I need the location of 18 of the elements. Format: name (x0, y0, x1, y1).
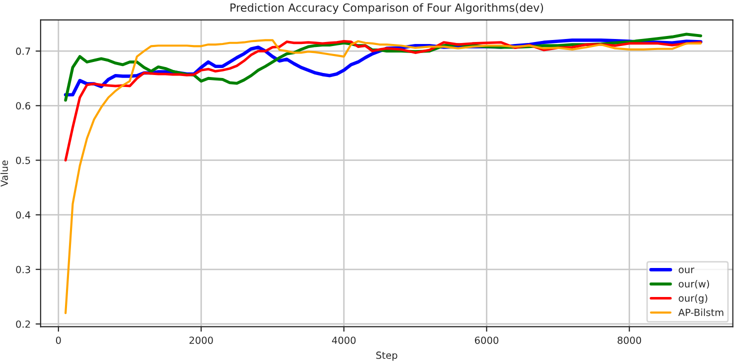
y-tick-label: 0.3 (16, 266, 30, 274)
y-axis-title: Value (0, 160, 8, 187)
x-tick-label: 6000 (474, 336, 498, 344)
y-tick-label: 0.2 (16, 320, 30, 328)
x-axis-title: Step (376, 352, 398, 361)
legend-label: our(g) (678, 294, 708, 304)
legend-label: our(w) (678, 280, 710, 289)
x-tick-label: 0 (56, 336, 61, 344)
legend-label: AP-Bilstm (678, 308, 724, 316)
chart-title: Prediction Accuracy Comparison of Four Algorithms(dev) (230, 3, 544, 14)
x-tick-label: 4000 (332, 336, 356, 344)
y-tick-label: 0.5 (16, 156, 30, 164)
y-tick-label: 0.6 (16, 102, 30, 110)
x-tick-label: 8000 (618, 336, 642, 344)
y-tick-label: 0.7 (16, 48, 30, 55)
x-tick-label: 2000 (190, 336, 213, 344)
legend-label: our (678, 268, 694, 274)
y-tick-label: 0.4 (16, 211, 30, 219)
